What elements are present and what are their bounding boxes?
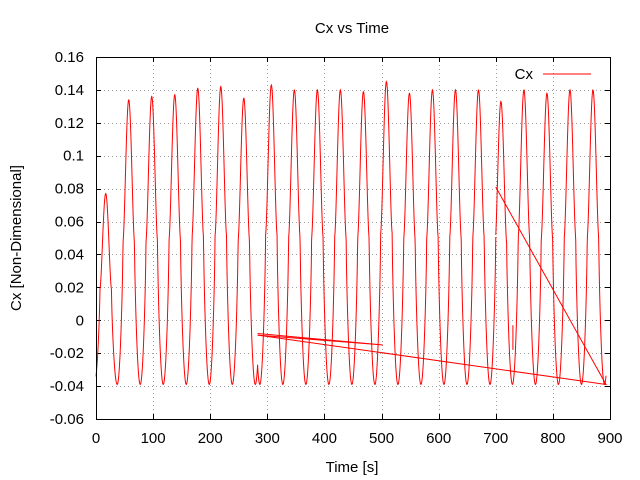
y-tick-label: 0.08 [55, 181, 84, 198]
y-tick-label: -0.06 [50, 411, 84, 428]
y-tick-label: 0.02 [55, 279, 84, 296]
series-line-cx [257, 332, 383, 346]
series-line-cx [95, 85, 259, 386]
series-line-cx [257, 186, 607, 386]
y-tick-label: -0.04 [50, 378, 84, 395]
x-tick-label: 300 [255, 430, 280, 447]
x-tick-label: 500 [369, 430, 394, 447]
chart-title: Cx vs Time [315, 20, 389, 37]
x-tick-label: 400 [312, 430, 337, 447]
y-tick-label: -0.02 [50, 345, 84, 362]
y-tick-label: 0.16 [55, 49, 84, 66]
y-tick-label: 0.14 [55, 82, 84, 99]
x-tick-label: 100 [141, 430, 166, 447]
legend: Cx [515, 66, 591, 83]
x-tick-label: 800 [540, 430, 565, 447]
plot-frame [96, 57, 611, 420]
legend-label: Cx [515, 66, 534, 83]
series-line-cx [257, 80, 497, 386]
y-tick-label: 0.12 [55, 115, 84, 132]
x-tick-label: 200 [198, 430, 223, 447]
y-tick-label: 0 [76, 312, 84, 329]
y-axis-label: Cx [Non-Dimensional] [8, 165, 25, 311]
series-layer [95, 80, 607, 386]
x-tick-label: 600 [426, 430, 451, 447]
series-line-cx [495, 88, 607, 386]
y-tick-label: 0.06 [55, 214, 84, 231]
axis-ticks: 0 100 200 300 400 500 600 700 800 900 -0.06 -0.04 -0… [50, 49, 623, 447]
y-tick-label: 0.1 [63, 148, 84, 165]
x-tick-label: 700 [483, 430, 508, 447]
grid [96, 57, 610, 419]
y-tick-label: 0.04 [55, 246, 84, 263]
x-tick-label: 900 [597, 430, 622, 447]
x-axis-label: Time [s] [326, 459, 379, 476]
x-tick-label: 0 [92, 430, 100, 447]
